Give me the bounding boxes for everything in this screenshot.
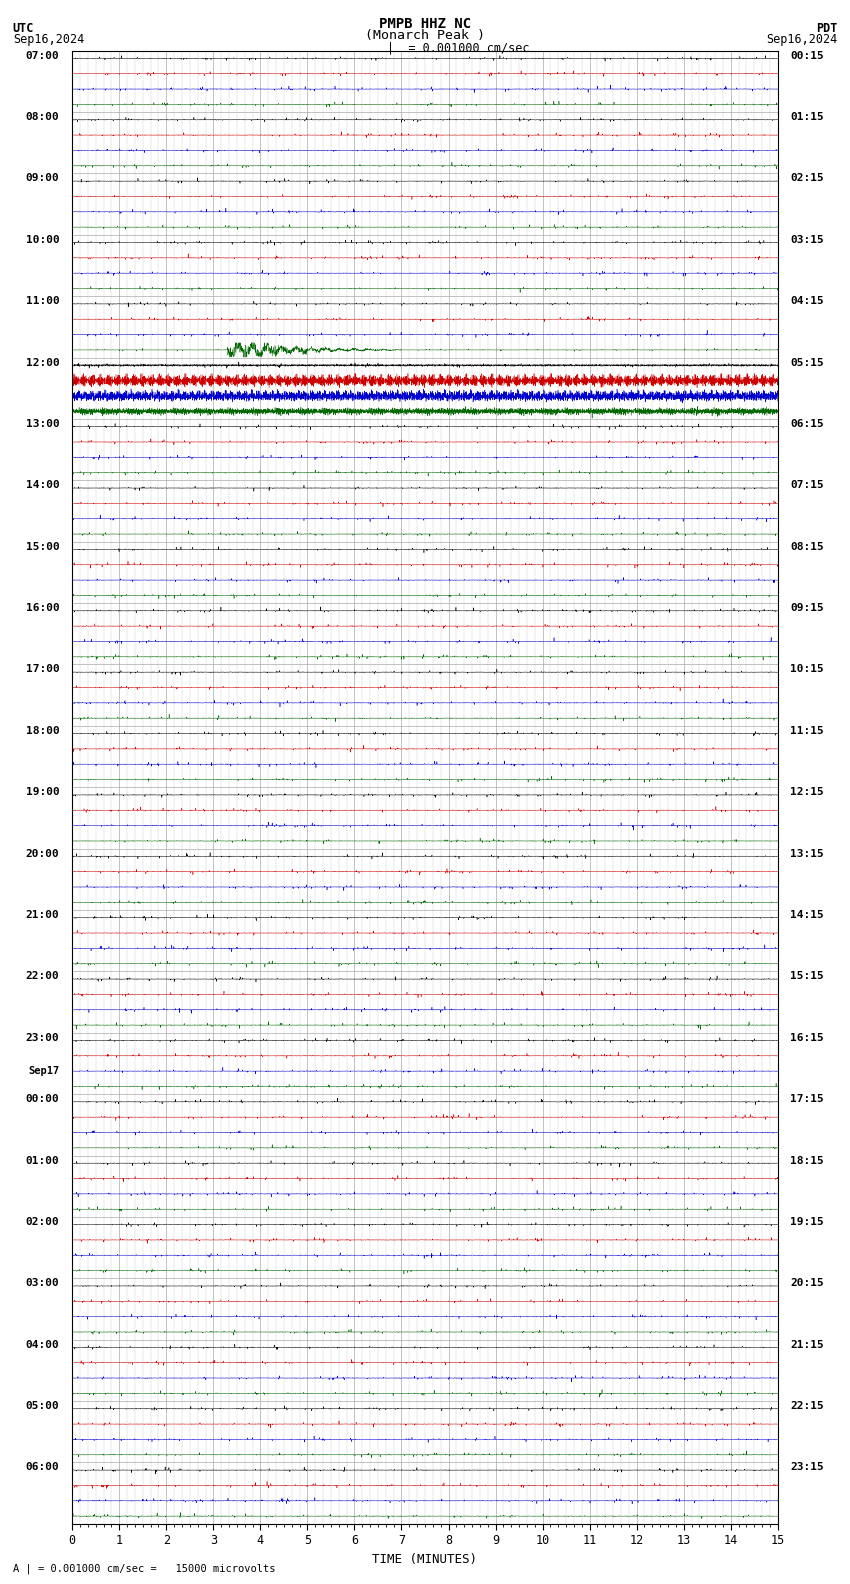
Text: 05:00: 05:00 (26, 1400, 60, 1411)
Text: 01:00: 01:00 (26, 1156, 60, 1166)
Text: 12:00: 12:00 (26, 358, 60, 367)
Text: 18:15: 18:15 (790, 1156, 824, 1166)
Text: 16:00: 16:00 (26, 604, 60, 613)
Text: 00:15: 00:15 (790, 51, 824, 60)
Text: 23:00: 23:00 (26, 1033, 60, 1042)
Text: 10:15: 10:15 (790, 665, 824, 675)
Text: PMPB HHZ NC: PMPB HHZ NC (379, 17, 471, 32)
Text: A | = 0.001000 cm/sec =   15000 microvolts: A | = 0.001000 cm/sec = 15000 microvolts (13, 1563, 275, 1574)
Text: 21:15: 21:15 (790, 1340, 824, 1350)
Text: 17:15: 17:15 (790, 1095, 824, 1104)
Text: 19:15: 19:15 (790, 1217, 824, 1228)
Text: 12:15: 12:15 (790, 787, 824, 797)
Text: 21:00: 21:00 (26, 909, 60, 920)
Text: Sep17: Sep17 (28, 1066, 60, 1076)
Text: 20:15: 20:15 (790, 1278, 824, 1288)
X-axis label: TIME (MINUTES): TIME (MINUTES) (372, 1552, 478, 1565)
Text: UTC: UTC (13, 22, 34, 35)
Text: 22:00: 22:00 (26, 971, 60, 982)
Text: 13:15: 13:15 (790, 849, 824, 859)
Text: 17:00: 17:00 (26, 665, 60, 675)
Text: 08:15: 08:15 (790, 542, 824, 551)
Text: 15:00: 15:00 (26, 542, 60, 551)
Text: Sep16,2024: Sep16,2024 (13, 33, 84, 46)
Text: 20:00: 20:00 (26, 849, 60, 859)
Text: 04:00: 04:00 (26, 1340, 60, 1350)
Text: 01:15: 01:15 (790, 112, 824, 122)
Text: 02:15: 02:15 (790, 173, 824, 184)
Text: 08:00: 08:00 (26, 112, 60, 122)
Text: 14:15: 14:15 (790, 909, 824, 920)
Text: 15:15: 15:15 (790, 971, 824, 982)
Text: 06:15: 06:15 (790, 418, 824, 429)
Text: 06:00: 06:00 (26, 1462, 60, 1473)
Text: 09:15: 09:15 (790, 604, 824, 613)
Text: |  = 0.001000 cm/sec: | = 0.001000 cm/sec (387, 41, 530, 54)
Text: 09:00: 09:00 (26, 173, 60, 184)
Text: 16:15: 16:15 (790, 1033, 824, 1042)
Text: 04:15: 04:15 (790, 296, 824, 306)
Text: 14:00: 14:00 (26, 480, 60, 491)
Text: 19:00: 19:00 (26, 787, 60, 797)
Text: PDT: PDT (816, 22, 837, 35)
Text: 18:00: 18:00 (26, 725, 60, 737)
Text: 11:15: 11:15 (790, 725, 824, 737)
Text: 02:00: 02:00 (26, 1217, 60, 1228)
Text: 03:15: 03:15 (790, 234, 824, 246)
Text: 05:15: 05:15 (790, 358, 824, 367)
Text: Sep16,2024: Sep16,2024 (766, 33, 837, 46)
Text: 10:00: 10:00 (26, 234, 60, 246)
Text: 00:00: 00:00 (26, 1095, 60, 1104)
Text: 23:15: 23:15 (790, 1462, 824, 1473)
Text: 07:15: 07:15 (790, 480, 824, 491)
Text: 22:15: 22:15 (790, 1400, 824, 1411)
Text: 13:00: 13:00 (26, 418, 60, 429)
Text: 03:00: 03:00 (26, 1278, 60, 1288)
Text: (Monarch Peak ): (Monarch Peak ) (365, 29, 485, 41)
Text: 11:00: 11:00 (26, 296, 60, 306)
Text: 07:00: 07:00 (26, 51, 60, 60)
